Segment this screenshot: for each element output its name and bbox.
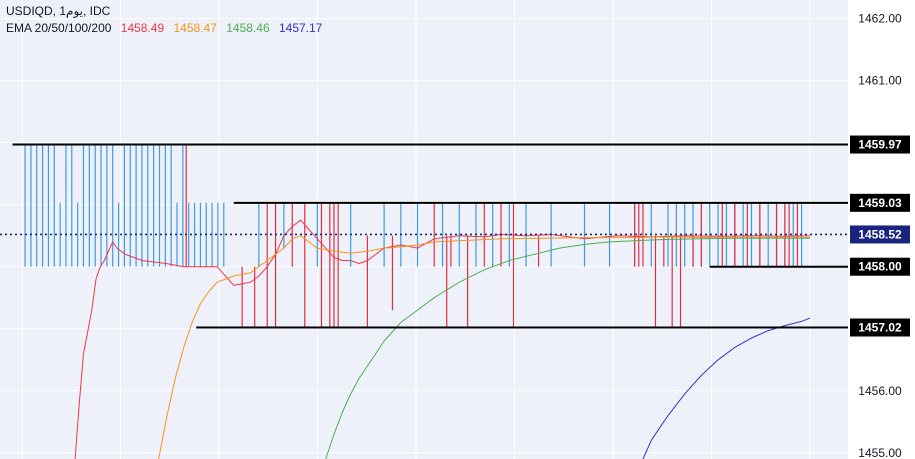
symbol-line[interactable]: USDIQD, 1يوم, IDC xyxy=(6,4,111,18)
ema-series-line xyxy=(325,237,810,459)
price-label-bg xyxy=(850,257,910,276)
price-label-text: 1459.03 xyxy=(858,196,902,210)
ema-label: EMA 20/50/100/200 xyxy=(6,21,112,35)
price-label[interactable]: 1458.52 xyxy=(850,225,910,244)
ema50-value: 1458.47 xyxy=(173,21,217,35)
ema20-value: 1458.49 xyxy=(120,21,165,35)
price-label-bg xyxy=(850,193,910,212)
horizontal-levels[interactable] xyxy=(0,143,848,329)
plot-background xyxy=(0,0,848,459)
axis-tick-label: 1461.00 xyxy=(858,74,902,88)
price-label-bg xyxy=(850,135,910,154)
price-label[interactable]: 1458.00 xyxy=(850,257,910,276)
ema-series-line xyxy=(642,317,811,459)
price-label-text: 1458.00 xyxy=(858,260,902,274)
price-label[interactable]: 1459.03 xyxy=(850,193,910,212)
ema100-value: 1458.46 xyxy=(226,21,270,35)
price-label-text: 1457.02 xyxy=(858,321,902,335)
ema200-value: 1457.17 xyxy=(278,21,323,35)
symbol-header[interactable]: USDIQD, 1يوم, IDC xyxy=(6,4,116,18)
price-label[interactable]: 1459.97 xyxy=(850,135,910,154)
price-label-bg xyxy=(850,225,910,244)
axis-tick-label: 1456.00 xyxy=(858,384,902,398)
price-label[interactable]: 1457.02 xyxy=(850,318,910,337)
grid-lines xyxy=(0,0,848,459)
price-label-bg xyxy=(850,318,910,337)
axis-tick-label: 1462.00 xyxy=(858,12,902,26)
price-axis[interactable]: 1455.001456.001457.001458.001459.001460.… xyxy=(848,0,915,459)
ema-series-line xyxy=(158,235,810,459)
price-label-text: 1458.52 xyxy=(858,227,902,241)
ema-legend[interactable]: EMA 20/50/100/200 1458.49 1458.47 1458.4… xyxy=(6,21,328,35)
price-label-text: 1459.97 xyxy=(858,138,902,152)
axis-tick-label: 1455.00 xyxy=(858,446,902,459)
